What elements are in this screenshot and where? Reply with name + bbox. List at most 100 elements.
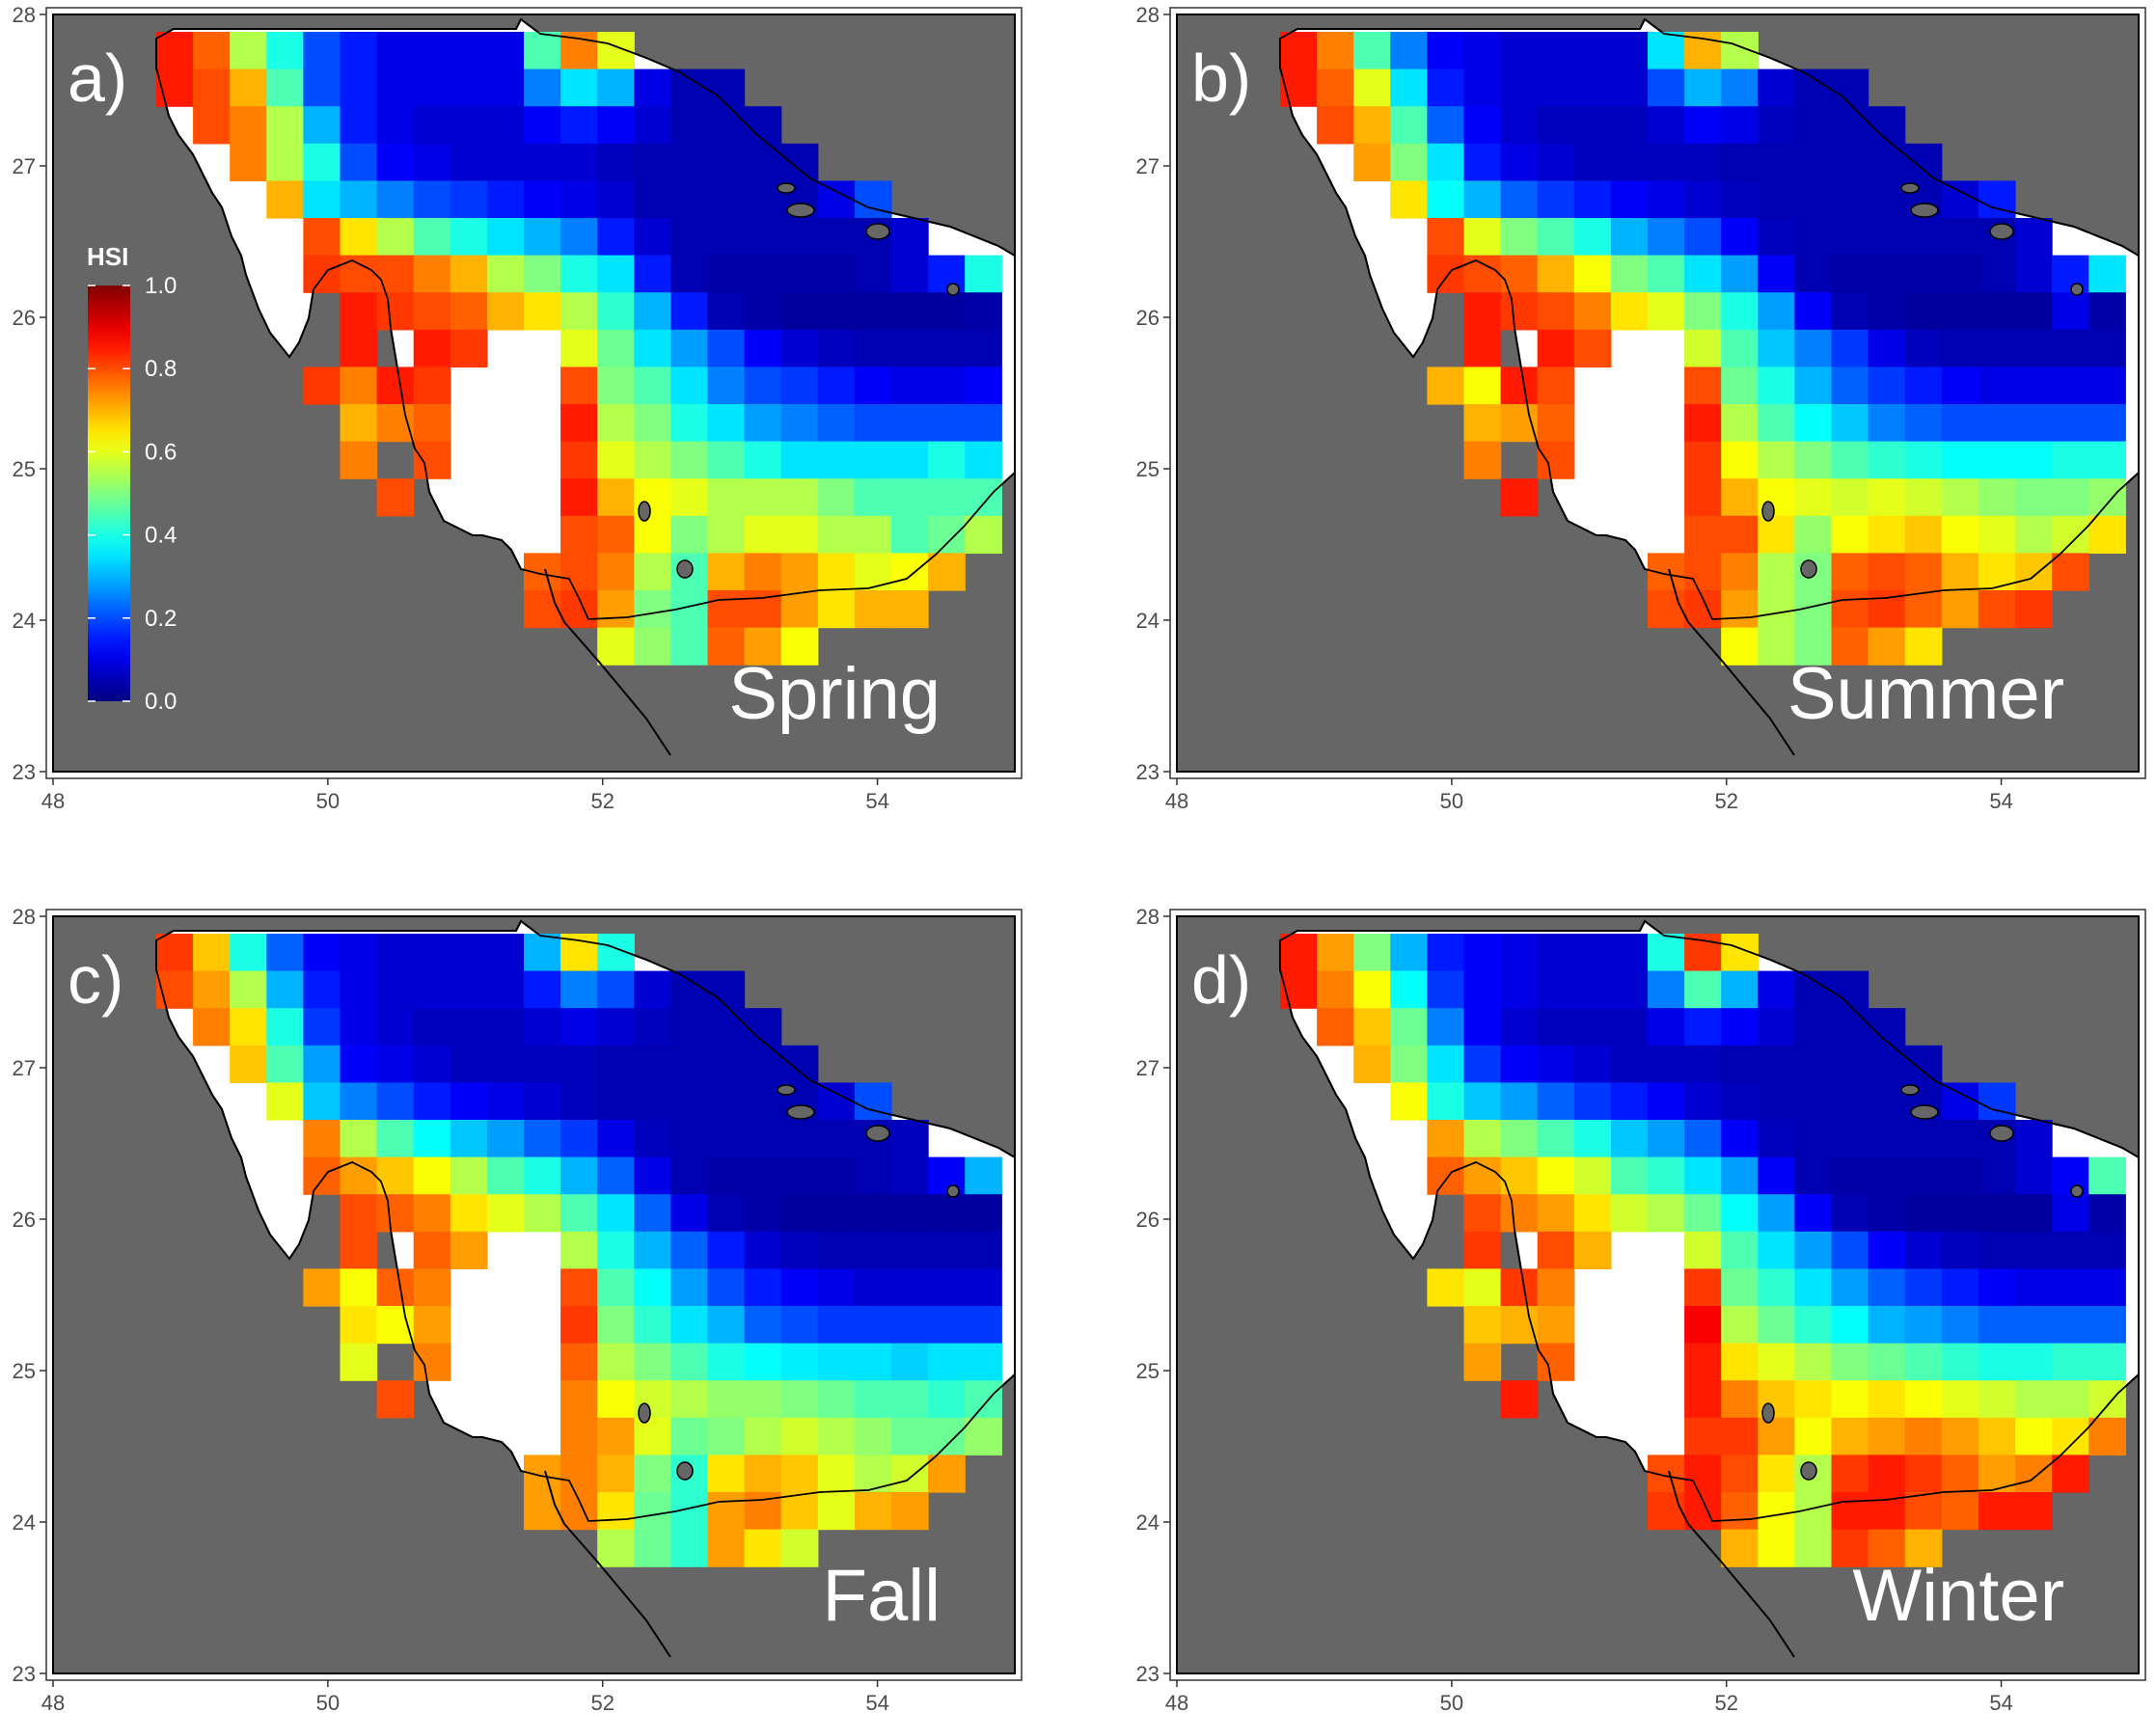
season-label: Fall — [823, 1555, 941, 1637]
hsi-cell — [670, 1120, 709, 1158]
hsi-cell — [854, 1194, 892, 1233]
hsi-cell — [780, 367, 819, 405]
plot-area — [1177, 14, 2139, 772]
hsi-cell — [1831, 441, 1869, 479]
hsi-cell — [817, 1120, 856, 1158]
hsi-cell — [634, 1045, 671, 1083]
hsi-cell — [634, 143, 671, 181]
hsi-cell — [597, 1529, 635, 1567]
hsi-cell — [965, 1380, 1002, 1419]
hsi-cell — [817, 1492, 856, 1531]
hsi-cell — [1721, 1120, 1759, 1158]
hsi-cell — [1610, 1156, 1649, 1195]
hsi-cell — [2015, 292, 2053, 331]
hsi-cell — [891, 1417, 929, 1455]
season-label: Summer — [1788, 653, 2064, 735]
hsi-cell — [634, 1492, 671, 1531]
hsi-cell — [707, 1120, 746, 1158]
hsi-cell — [1463, 1343, 1502, 1381]
map-panel-svg: 48 50 52 54 28 27 26 25 24 23 a) Spring HSI 1.0 0.8 0.6… — [13, 3, 1023, 813]
hsi-grid — [156, 32, 1002, 666]
hsi-cell — [965, 1156, 1002, 1195]
hsi-cell — [891, 367, 929, 405]
hsi-cell — [1537, 1306, 1575, 1345]
island — [1989, 223, 2014, 240]
hsi-cell — [1610, 1045, 1649, 1083]
hsi-cell — [1868, 1082, 1906, 1121]
hsi-cell — [707, 143, 746, 181]
hsi-cell — [303, 1120, 341, 1158]
hsi-cell — [634, 1008, 671, 1047]
hsi-cell — [450, 292, 488, 331]
hsi-cell — [450, 106, 488, 145]
map-panel-svg: 48 50 52 54 28 27 26 25 24 23 c) Fall — [13, 905, 1023, 1713]
hsi-cell — [1573, 970, 1612, 1009]
island — [865, 1125, 890, 1142]
hsi-cell — [1794, 1380, 1833, 1419]
hsi-cell — [560, 1417, 598, 1455]
hsi-cell — [230, 32, 267, 70]
hsi-cell — [707, 515, 746, 554]
hsi-cell — [2015, 1306, 2053, 1345]
hsi-cell — [1978, 1156, 2016, 1195]
y-tick-label: 24 — [13, 609, 36, 633]
hsi-cell — [1537, 367, 1575, 405]
hsi-cell — [1648, 590, 1685, 629]
hsi-cell — [193, 106, 231, 145]
hsi-cell — [965, 367, 1002, 405]
hsi-cell — [670, 180, 709, 219]
hsi-cell — [1794, 218, 1833, 257]
hsi-cell — [2088, 1343, 2126, 1381]
hsi-cell — [634, 68, 671, 107]
hsi-cell — [413, 1082, 451, 1121]
hsi-cell — [1427, 1120, 1465, 1158]
hsi-cell — [744, 478, 782, 517]
hsi-cell — [560, 1492, 598, 1531]
hsi-cell — [1904, 292, 1943, 331]
hsi-cell — [817, 478, 856, 517]
island — [1800, 559, 1817, 579]
hsi-cell — [634, 367, 671, 405]
hsi-cell — [1794, 627, 1833, 666]
hsi-cell — [524, 970, 561, 1009]
hsi-cell — [450, 329, 488, 367]
hsi-cell — [1794, 1082, 1833, 1121]
hsi-cell — [1610, 68, 1649, 107]
hsi-cell — [1537, 934, 1575, 972]
hsi-cell — [1831, 1268, 1869, 1307]
y-tick-label: 27 — [13, 154, 36, 178]
hsi-cell — [817, 329, 856, 367]
hsi-cell — [1758, 329, 1795, 367]
x-tick-label: 52 — [590, 1691, 614, 1713]
hsi-cell — [2015, 1156, 2053, 1195]
hsi-cell — [670, 106, 709, 145]
panel-letter: b) — [1191, 41, 1251, 116]
hsi-cell — [1904, 329, 1943, 367]
hsi-cell — [560, 515, 598, 554]
x-tick-label: 48 — [1165, 789, 1188, 813]
hsi-cell — [230, 143, 267, 181]
hsi-cell — [928, 478, 966, 517]
hsi-cell — [2015, 255, 2053, 293]
hsi-cell — [1831, 627, 1869, 666]
hsi-cell — [1904, 1492, 1943, 1531]
hsi-cell — [1280, 970, 1318, 1009]
hsi-cell — [744, 515, 782, 554]
hsi-cell — [744, 1156, 782, 1195]
hsi-cell — [1758, 1194, 1795, 1233]
hsi-cell — [1831, 1082, 1869, 1121]
hsi-cell — [560, 1120, 598, 1158]
hsi-cell — [376, 1008, 415, 1047]
hsi-cell — [1941, 1417, 1979, 1455]
hsi-cell — [1904, 367, 1943, 405]
hsi-cell — [560, 1008, 598, 1047]
hsi-cell — [1537, 1156, 1575, 1195]
hsi-cell — [450, 143, 488, 181]
hsi-cell — [1684, 1194, 1722, 1233]
hsi-cell — [2015, 515, 2053, 554]
hsi-cell — [634, 1231, 671, 1269]
hsi-cell — [707, 1156, 746, 1195]
hsi-cell — [597, 68, 635, 107]
legend-tick-label: 0.4 — [145, 523, 177, 549]
hsi-cell — [1573, 1156, 1612, 1195]
